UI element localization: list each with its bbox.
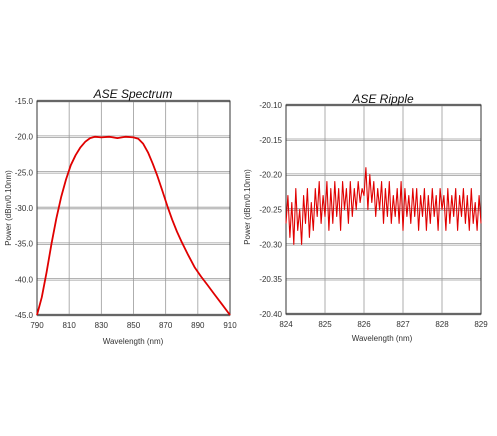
- chart-title: ASE Spectrum: [93, 87, 173, 101]
- y-gridline: [286, 173, 481, 176]
- y-tick-label: -20.30: [259, 240, 282, 249]
- ase-ripple-chart: -20.10 -20.15 -20.20 -20.25 -20.30 -20.35 -20.…: [243, 92, 488, 343]
- y-tick-label: -20.10: [259, 101, 282, 110]
- y-tick-label: -30.0: [15, 204, 34, 213]
- y-gridline: [286, 103, 481, 107]
- y-tick-label: -35.0: [15, 240, 34, 249]
- x-tick-label: 790: [30, 321, 44, 330]
- y-tick-label: -20.25: [259, 206, 282, 215]
- y-tick-label: -40.0: [15, 275, 34, 284]
- y-tick-label: -20.15: [259, 136, 282, 145]
- x-tick-label: 830: [95, 321, 109, 330]
- x-axis-label: Wavelength (nm): [352, 334, 413, 343]
- x-tick-label: 890: [191, 321, 205, 330]
- plot-area: [286, 105, 481, 314]
- plot-frame: [36, 100, 231, 316]
- x-axis-label: Wavelength (nm): [103, 337, 164, 346]
- y-tick-label: -20.20: [259, 171, 282, 180]
- y-gridline: [286, 312, 481, 316]
- x-tick-label: 870: [159, 321, 173, 330]
- x-tick-label: 828: [435, 320, 449, 329]
- x-tick-label: 824: [279, 320, 293, 329]
- y-axis-label: Power (dBm/0.10nm): [243, 169, 252, 245]
- x-tick-label: 829: [474, 320, 488, 329]
- y-tick-label: -20.40: [259, 310, 282, 319]
- chart-title: ASE Ripple: [351, 92, 414, 106]
- y-tick-label: -20.0: [15, 133, 34, 142]
- y-tick-label: -15.0: [15, 97, 34, 106]
- y-gridline: [286, 243, 481, 246]
- y-tick-label: -25.0: [15, 168, 34, 177]
- y-axis-label: Power (dBm/0.10nm): [4, 170, 13, 246]
- x-tick-label: 850: [127, 321, 141, 330]
- x-tick-label: 827: [396, 320, 410, 329]
- y-gridline: [286, 277, 481, 281]
- y-tick-label: -45.0: [15, 311, 34, 320]
- series-line: [36, 135, 231, 316]
- x-tick-label: 826: [357, 320, 371, 329]
- x-tick-label: 810: [62, 321, 76, 330]
- plot-frame: [285, 104, 482, 315]
- series-line: [285, 167, 482, 245]
- y-tick-label: -20.35: [259, 275, 282, 284]
- y-gridline: [286, 138, 481, 142]
- x-tick-label: 825: [318, 320, 332, 329]
- x-tick-label: 910: [223, 321, 237, 330]
